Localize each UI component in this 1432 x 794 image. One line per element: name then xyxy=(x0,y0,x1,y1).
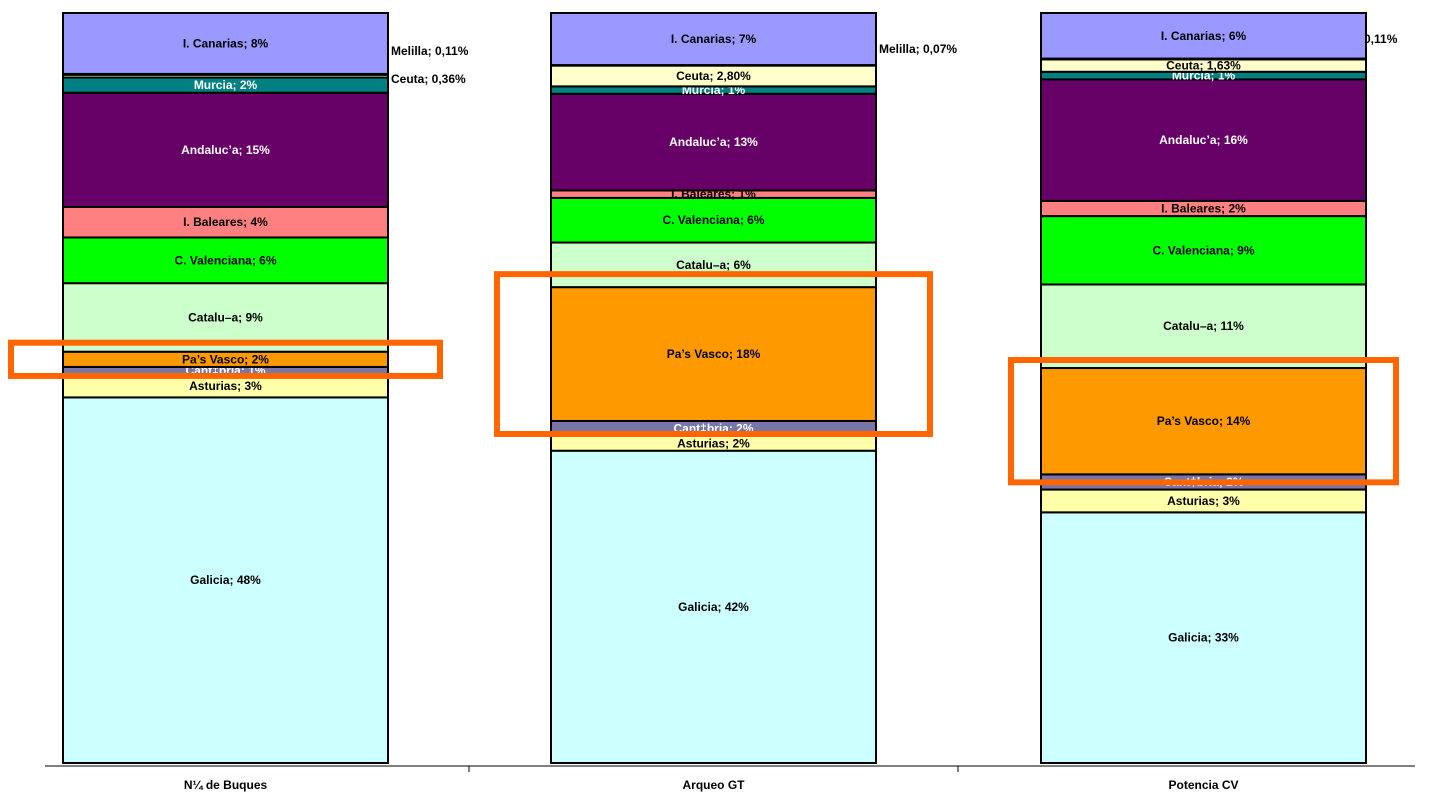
data-label-melilla-2: Melilla; 0,07% xyxy=(879,42,957,56)
data-label-cataluna-1: Catalu–a; 9% xyxy=(188,310,263,324)
category-label-potencia-cv: Potencia CV xyxy=(1168,778,1238,792)
data-label-c-valenciana-3: C. Valenciana; 9% xyxy=(1152,243,1254,257)
data-label-pais-vasco-2: Pa’s Vasco; 18% xyxy=(667,347,761,361)
data-label-i-canarias-1: I. Canarias; 8% xyxy=(183,36,269,50)
bar-segment-cataluna-3 xyxy=(1040,283,1367,370)
bar-segment-c-valenciana-2 xyxy=(550,196,877,244)
category-label-arqueo-gt: Arqueo GT xyxy=(683,778,746,792)
data-label-ceuta-3: Ceuta; 1,63% xyxy=(1166,59,1241,73)
bar-segment-galicia-1 xyxy=(62,396,389,764)
data-label-i-baleares-3: I. Baleares; 2% xyxy=(1161,202,1246,216)
bar-segment-pais-vasco-2 xyxy=(550,286,877,422)
data-label-murcia-1: Murcia; 2% xyxy=(194,78,258,92)
data-label-galicia-2: Galicia; 42% xyxy=(678,600,749,614)
highlight-box-pais-vasco-1 xyxy=(8,339,443,379)
bar-segment-pais-vasco-3 xyxy=(1040,367,1367,476)
data-label-andalucia-3: Andaluc’a; 16% xyxy=(1159,133,1248,147)
data-label-asturias-2: Asturias; 2% xyxy=(677,436,750,450)
data-label-c-valenciana-1: C. Valenciana; 6% xyxy=(174,253,276,267)
data-label-asturias-1: Asturias; 3% xyxy=(189,379,262,393)
highlight-box-pais-vasco-3 xyxy=(1008,357,1399,486)
bar-stack-potencia-cv: Galicia; 33%Asturias; 3%Cant‡bria; 2%Pa’… xyxy=(1040,12,1398,765)
bar-segment-andalucia-3 xyxy=(1040,78,1367,202)
data-label-asturias-3: Asturias; 3% xyxy=(1167,494,1240,508)
bar-segment-i-canarias-2 xyxy=(550,12,877,67)
category-label-n-de-buques: N¼ de Buques xyxy=(184,778,268,792)
data-label-i-canarias-3: I. Canarias; 6% xyxy=(1161,29,1247,43)
data-label-cataluna-3: Catalu–a; 11% xyxy=(1163,319,1244,333)
data-label-ceuta-1: Ceuta; 0,36% xyxy=(391,72,466,86)
data-label-andalucia-2: Andaluc’a; 13% xyxy=(669,135,758,149)
data-label-i-baleares-1: I. Baleares; 4% xyxy=(183,215,268,229)
data-label-galicia-1: Galicia; 48% xyxy=(190,573,261,587)
data-label-c-valenciana-2: C. Valenciana; 6% xyxy=(662,213,764,227)
data-label-cataluna-2: Catalu–a; 6% xyxy=(676,258,751,272)
bar-segment-i-canarias-3 xyxy=(1040,12,1367,60)
bar-segment-c-valenciana-3 xyxy=(1040,215,1367,286)
data-label-melilla-1: Melilla; 0,11% xyxy=(391,44,469,58)
bar-segment-i-canarias-1 xyxy=(62,12,389,75)
bar-segment-galicia-2 xyxy=(550,449,877,764)
data-label-ceuta-2: Ceuta; 2,80% xyxy=(676,69,751,83)
bar-segment-cataluna-2 xyxy=(550,241,877,289)
bar-stack-n-de-buques: Galicia; 48%Asturias; 3%Cant‡bria; 1%Pa’… xyxy=(62,12,469,764)
data-label-pais-vasco-3: Pa’s Vasco; 14% xyxy=(1157,414,1251,428)
bar-segment-galicia-3 xyxy=(1040,511,1367,765)
data-label-pais-vasco-1: Pa’s Vasco; 2% xyxy=(182,352,269,366)
data-label-andalucia-1: Andaluc’a; 15% xyxy=(181,143,270,157)
bar-segment-andalucia-2 xyxy=(550,92,877,192)
highlight-box-pais-vasco-2 xyxy=(494,271,933,437)
data-label-galicia-3: Galicia; 33% xyxy=(1168,631,1239,645)
bar-stack-arqueo-gt: Galicia; 42%Asturias; 2%Cant‡bria; 2%Pa’… xyxy=(550,12,957,764)
data-label-i-canarias-2: I. Canarias; 7% xyxy=(671,32,757,46)
